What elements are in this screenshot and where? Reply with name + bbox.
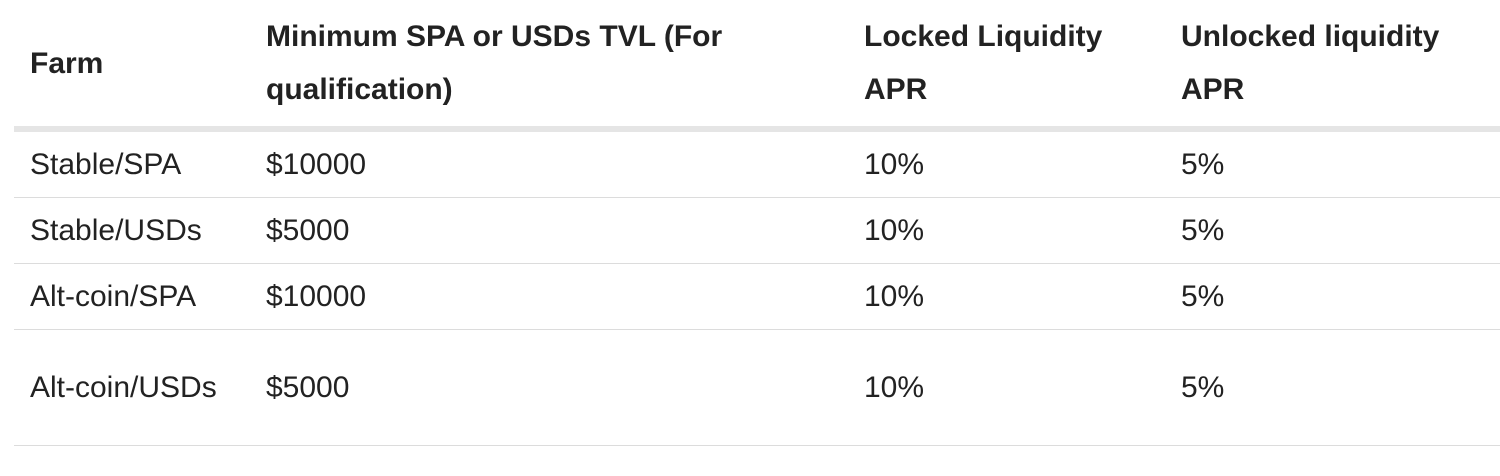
table-cell: 5% [1165, 263, 1500, 330]
table-cell: 5% [1165, 197, 1500, 264]
table-cell: Alt-coin/USDs [14, 329, 250, 446]
table-row: Alt-coin/USDs $5000 10% 5% [14, 329, 1500, 446]
table-cell: Stable/SPA [14, 129, 250, 198]
header-cell: Farm [14, 0, 250, 132]
table-cell: 10% [848, 197, 1165, 264]
table-cell: 10% [848, 129, 1165, 198]
table-row: Stable/SPA $10000 10% 5% [14, 129, 1500, 198]
table-cell: $5000 [250, 329, 848, 446]
table-cell: 5% [1165, 329, 1500, 446]
table-cell: Alt-coin/SPA [14, 263, 250, 330]
table-cell: 10% [848, 329, 1165, 446]
table-cell: $10000 [250, 263, 848, 330]
table-cell: 10% [848, 263, 1165, 330]
table-cell: $10000 [250, 129, 848, 198]
table-cell: $5000 [250, 197, 848, 264]
table-cell: Stable/USDs [14, 197, 250, 264]
table-cell: 5% [1165, 129, 1500, 198]
header-cell: Locked Liquidity APR [848, 0, 1165, 132]
table-row: Alt-coin/SPA $10000 10% 5% [14, 263, 1500, 330]
table-row: Stable/USDs $5000 10% 5% [14, 197, 1500, 264]
header-cell: Unlocked liquidity APR [1165, 0, 1500, 132]
header-row: Farm Minimum SPA or USDs TVL (For qualifi… [14, 0, 1500, 132]
header-cell: Minimum SPA or USDs TVL (For qualificati… [250, 0, 848, 132]
farm-table: Farm Minimum SPA or USDs TVL (For qualifi… [14, 0, 1500, 446]
